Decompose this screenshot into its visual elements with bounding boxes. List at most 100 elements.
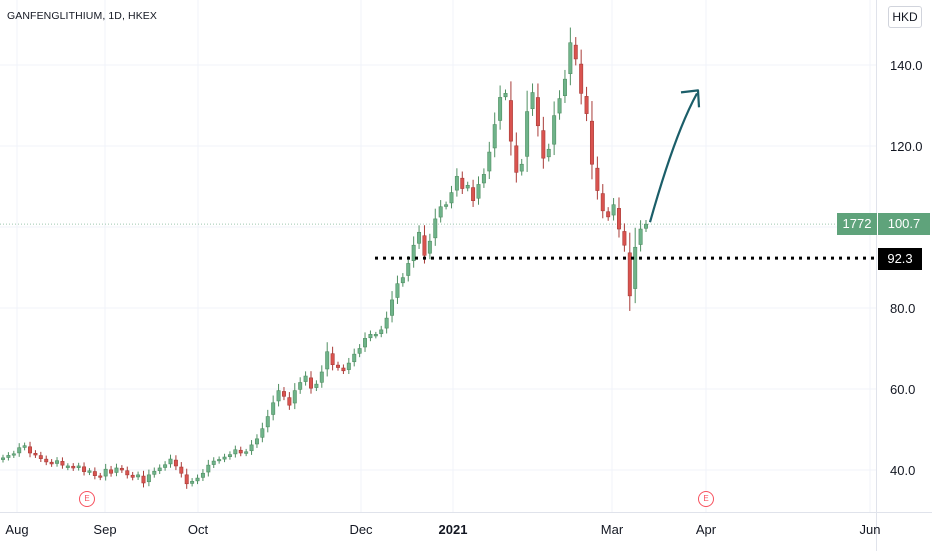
candle-body — [503, 93, 508, 98]
candle-body — [22, 445, 27, 448]
candle-body — [411, 244, 416, 262]
candle-body — [65, 465, 70, 468]
candle-body — [368, 334, 373, 339]
candle-body — [168, 458, 173, 465]
candle-body — [363, 338, 368, 348]
candle-body — [303, 375, 308, 382]
price-tick-label: 40.0 — [890, 463, 916, 478]
candle-body — [233, 449, 238, 455]
candle-body — [125, 470, 130, 476]
candle-body — [33, 452, 38, 456]
candle-body — [400, 277, 405, 284]
candle-body — [82, 466, 87, 472]
candle-body — [136, 474, 141, 478]
last-price-badge: 100.7 — [878, 213, 930, 235]
candle-body — [644, 223, 648, 229]
candle-body — [633, 246, 638, 289]
earnings-event-icon[interactable]: E — [698, 491, 714, 507]
candle-body — [200, 472, 205, 478]
candle-body — [49, 461, 54, 465]
candle-body — [460, 177, 465, 189]
candle-body — [281, 391, 286, 397]
projection-arrow-head — [680, 89, 701, 108]
currency-button[interactable]: HKD — [888, 6, 922, 28]
candle-body — [141, 475, 146, 484]
time-axis[interactable] — [0, 512, 876, 551]
candle-body — [357, 348, 362, 354]
price-tick-label: 120.0 — [890, 139, 923, 154]
time-tick-label: 2021 — [438, 522, 468, 537]
candle-body — [449, 192, 454, 204]
candle-body — [71, 465, 76, 469]
candle-body — [557, 98, 562, 114]
candle-body — [98, 475, 103, 478]
earnings-event-icon[interactable]: E — [79, 491, 95, 507]
candle-body — [525, 111, 530, 157]
candle-body — [92, 471, 97, 476]
projection-arrow-line — [648, 92, 698, 223]
candle-body — [379, 329, 384, 334]
candle-body — [6, 455, 11, 458]
candle-body — [60, 461, 65, 466]
candle-body — [38, 455, 43, 459]
candle-body — [271, 402, 276, 415]
candle-body — [395, 283, 400, 298]
candle-body — [292, 390, 297, 404]
candle-body — [390, 299, 395, 316]
candle-body — [492, 124, 497, 149]
price-tick-label: 140.0 — [890, 58, 923, 73]
candle-body — [163, 464, 168, 468]
time-tick-label: Dec — [349, 522, 373, 537]
candle-body — [573, 44, 578, 60]
chart-area[interactable] — [0, 0, 876, 512]
candle-body — [217, 459, 222, 462]
candle-body — [519, 163, 524, 172]
candle-body — [152, 470, 157, 475]
candle-body — [157, 467, 162, 472]
candle-body — [254, 438, 259, 445]
candle-body — [373, 334, 378, 337]
candle-body — [28, 446, 32, 454]
candle-body — [611, 204, 616, 216]
time-tick-label: Mar — [600, 522, 624, 537]
candle-body — [173, 459, 178, 467]
candle-body — [319, 371, 324, 383]
candle-body — [114, 467, 119, 473]
candle-body — [103, 468, 108, 477]
time-tick-label: Apr — [695, 522, 717, 537]
candle-body — [422, 235, 427, 256]
price-tick-label: 60.0 — [890, 382, 916, 397]
candle-body — [568, 42, 573, 75]
candle-body — [617, 208, 621, 230]
candle-body — [325, 351, 330, 370]
candle-body — [465, 184, 470, 189]
candle-body — [606, 211, 611, 218]
candle-body — [444, 204, 449, 207]
time-tick-label: Aug — [5, 522, 29, 537]
candle-body — [589, 120, 594, 165]
candle-body — [417, 231, 422, 244]
candle-body — [109, 469, 114, 474]
time-tick-label: Oct — [187, 522, 209, 537]
candle-body — [552, 115, 557, 145]
candle-body — [309, 377, 313, 389]
candle-body — [11, 453, 16, 456]
candle-body — [119, 467, 124, 471]
time-tick-label: Jun — [859, 522, 881, 537]
candle-body — [44, 458, 49, 463]
candle-body — [341, 367, 346, 372]
candle-body — [298, 382, 303, 390]
candle-body — [222, 456, 227, 460]
candle-body — [190, 481, 195, 484]
candle-body — [76, 465, 81, 468]
candle-body — [454, 176, 459, 191]
price-tick-label: 80.0 — [890, 301, 916, 316]
candle-body — [514, 145, 519, 173]
candle-body — [476, 184, 481, 199]
symbol-title: GANFENGLITHIUM, 1D, HKEX — [7, 10, 158, 22]
candle-body — [314, 383, 319, 388]
candle-body — [535, 97, 540, 127]
candle-body — [287, 397, 292, 406]
candle-body — [622, 231, 627, 246]
candle-body — [249, 444, 254, 452]
